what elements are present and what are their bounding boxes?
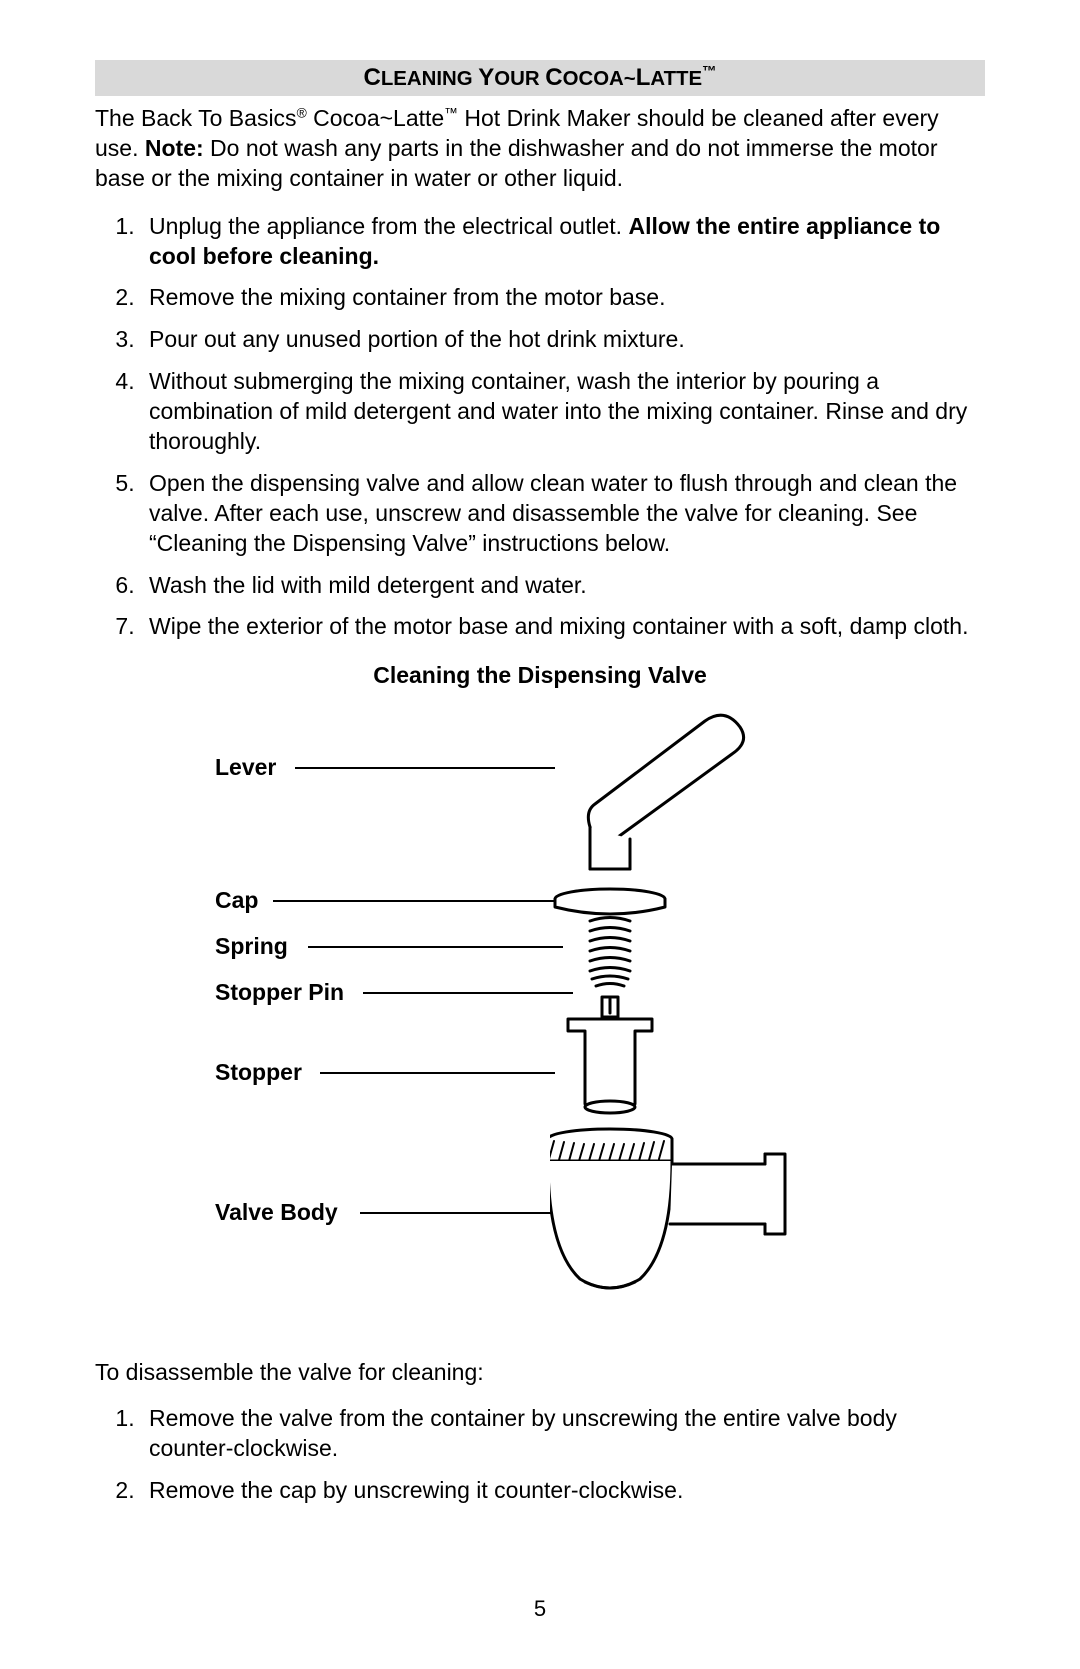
disasm-step-2: Remove the cap by unscrewing it counter-… (141, 1476, 985, 1506)
disasm-step-1: Remove the valve from the container by u… (141, 1404, 985, 1464)
valve-diagram: Lever Cap Spring Stopper Pin Stopper Val… (95, 709, 985, 1329)
leader-line (308, 946, 563, 948)
step-5: Open the dispensing valve and allow clea… (141, 469, 985, 559)
section-title: CLEANING YOUR COCOA~LATTE™ (95, 60, 985, 96)
disassemble-intro: To disassemble the valve for cleaning: (95, 1359, 985, 1386)
leader-line (320, 1072, 555, 1074)
label-spring: Spring (215, 933, 288, 960)
label-cap: Cap (215, 887, 258, 914)
intro-paragraph: The Back To Basics® Cocoa~Latte™ Hot Dri… (95, 104, 985, 194)
disassemble-steps-list: Remove the valve from the container by u… (95, 1404, 985, 1506)
label-stopper: Stopper (215, 1059, 302, 1086)
sub-heading: Cleaning the Dispensing Valve (95, 662, 985, 689)
step-7: Wipe the exterior of the motor base and … (141, 612, 985, 642)
step-4: Without submerging the mixing container,… (141, 367, 985, 457)
step-6: Wash the lid with mild detergent and wat… (141, 571, 985, 601)
leader-line (295, 767, 555, 769)
step-3: Pour out any unused portion of the hot d… (141, 325, 985, 355)
valve-illustration (550, 709, 870, 1309)
title-text: CLEANING YOUR COCOA~LATTE™ (363, 64, 716, 91)
cleaning-steps-list: Unplug the appliance from the electrical… (95, 212, 985, 643)
label-lever: Lever (215, 754, 276, 781)
step-2: Remove the mixing container from the mot… (141, 283, 985, 313)
label-valve-body: Valve Body (215, 1199, 338, 1226)
label-stopper-pin: Stopper Pin (215, 979, 344, 1006)
step-1: Unplug the appliance from the electrical… (141, 212, 985, 272)
page-number: 5 (95, 1596, 985, 1622)
leader-line (363, 992, 573, 994)
leader-line (360, 1212, 555, 1214)
leader-line (273, 900, 555, 902)
